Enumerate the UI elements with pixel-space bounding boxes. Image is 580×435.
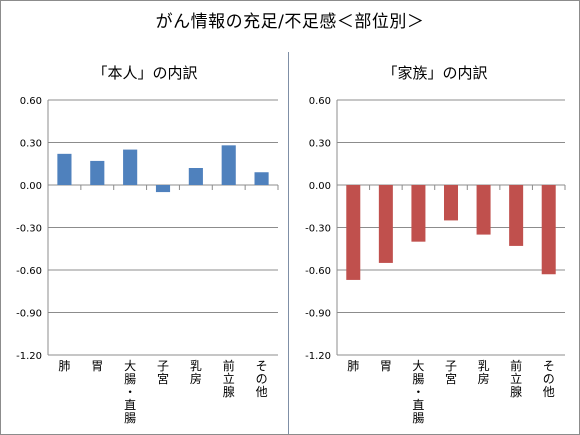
chart-2-bar-1 xyxy=(346,185,361,280)
chart-1-category-label: 子宮 xyxy=(157,359,169,386)
chart-1-bar-2 xyxy=(90,160,105,185)
chart-1-bar-4 xyxy=(155,185,171,193)
chart-2-bar-5 xyxy=(476,185,491,235)
chart-2-y-tick-label: -0.90 xyxy=(305,309,331,320)
chart-2-y-tick-label: -0.30 xyxy=(305,224,331,235)
chart-1-y-tick-label: -0.30 xyxy=(16,224,42,235)
chart-1-bar-7 xyxy=(254,172,269,185)
chart-1-bar-6 xyxy=(221,145,236,185)
chart-2-y-tick-label: -1.20 xyxy=(305,351,331,362)
chart-2-y-tick-label: 0.00 xyxy=(309,181,331,192)
chart-2-bar-4 xyxy=(443,185,459,221)
chart-2-category-label: 大腸・直腸 xyxy=(412,359,424,425)
chart-2-title: 「家族」の内訳 xyxy=(382,64,487,82)
chart-2-y-tick-label: 0.60 xyxy=(309,96,331,107)
chart-2-category-label: その他 xyxy=(543,359,555,399)
chart-2-bar-3 xyxy=(411,185,426,242)
page-title: がん情報の充足/不足感＜部位別＞ xyxy=(155,12,425,32)
chart-2-category-label: 子宮 xyxy=(445,359,457,386)
chart-2-category-label: 乳房 xyxy=(478,359,490,386)
chart-1-category-label: 胃 xyxy=(91,359,103,373)
chart-1-category-label: 大腸・直腸 xyxy=(124,359,136,425)
chart-1-bar-1 xyxy=(57,153,72,185)
chart-1-category-label: その他 xyxy=(256,359,268,399)
chart-2-category-label: 肺 xyxy=(347,359,359,373)
chart-2-bar-6 xyxy=(509,185,524,246)
chart-2-bar-7 xyxy=(541,185,556,275)
chart-1-bar-5 xyxy=(188,168,203,185)
panel-divider xyxy=(288,52,289,434)
chart-1-y-tick-label: 0.30 xyxy=(20,139,42,150)
chart-1-category-label: 乳房 xyxy=(190,359,202,386)
chart-2-category-label: 前立腺 xyxy=(510,358,522,399)
chart-1-y-tick-label: -1.20 xyxy=(16,351,42,362)
chart-1-y-tick-label: 0.60 xyxy=(20,96,42,107)
chart-2-bar-2 xyxy=(378,185,393,263)
chart-1-y-tick-label: -0.90 xyxy=(16,309,42,320)
chart-1-title: 「本人」の内訳 xyxy=(92,64,197,82)
chart-1-bar-3 xyxy=(123,149,138,185)
chart-1-y-tick-label: 0.00 xyxy=(20,181,42,192)
chart-2-y-tick-label: 0.30 xyxy=(309,139,331,150)
chart-2-y-tick-label: -0.60 xyxy=(305,266,331,277)
chart-2-category-label: 胃 xyxy=(380,359,392,373)
chart-1-category-label: 肺 xyxy=(58,359,70,373)
chart-1-category-label: 前立腺 xyxy=(223,358,235,399)
chart-1-y-tick-label: -0.60 xyxy=(16,266,42,277)
